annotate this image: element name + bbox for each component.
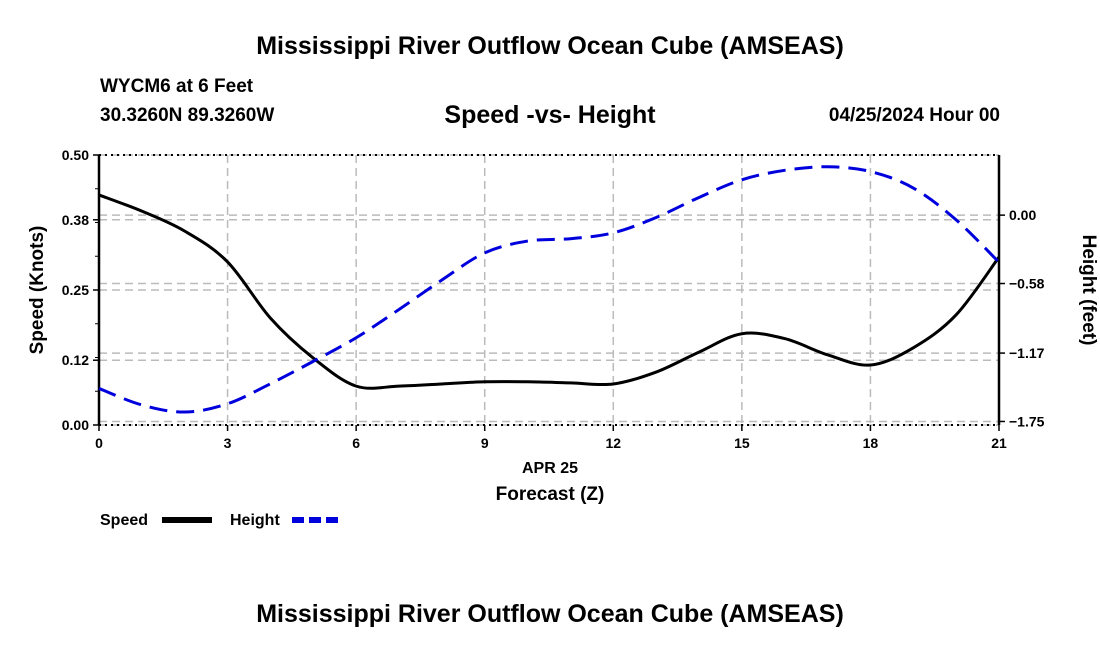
page-title: Mississippi River Outflow Ocean Cube (AM…	[256, 32, 844, 60]
y2-tick-label: −0.58	[1009, 276, 1045, 292]
legend-speed-label: Speed	[100, 512, 148, 529]
x-tick-label: 0	[95, 435, 103, 451]
x-tick-label: 15	[734, 435, 750, 451]
x-tick-label: 18	[863, 435, 879, 451]
x-tick-label: 6	[352, 435, 360, 451]
y2-axis-label: Height (feet)	[1078, 235, 1099, 346]
y2-tick-label: −1.17	[1009, 345, 1045, 361]
speed-series-line	[98, 193, 1001, 390]
x-tick-label: 3	[224, 435, 232, 451]
y2-tick-label: 0.00	[1009, 207, 1036, 223]
x-axis-label: Forecast (Z)	[496, 484, 605, 505]
x-tick-label: 9	[481, 435, 489, 451]
footer-title: Mississippi River Outflow Ocean Cube (AM…	[256, 600, 844, 628]
y-tick-label: 0.50	[62, 147, 89, 163]
y-tick-label: 0.00	[62, 417, 89, 433]
x-tick-label: 21	[991, 435, 1007, 451]
y-tick-label: 0.25	[62, 282, 89, 298]
height-series-line	[98, 165, 1001, 414]
chart-title: Speed -vs- Height	[444, 101, 656, 129]
coordinates-label: 30.3260N 89.3260W	[100, 105, 275, 126]
legend-height-label: Height	[230, 512, 280, 529]
x-date-label: APR 25	[522, 460, 578, 477]
y-tick-label: 0.12	[62, 352, 89, 368]
y-tick-label: 0.38	[62, 212, 89, 228]
y2-tick-label: −1.75	[1009, 413, 1045, 429]
x-tick-label: 12	[605, 435, 621, 451]
station-label: WYCM6 at 6 Feet	[100, 76, 254, 97]
y-axis-label: Speed (Knots)	[27, 226, 48, 355]
datetime-label: 04/25/2024 Hour 00	[828, 105, 1000, 126]
